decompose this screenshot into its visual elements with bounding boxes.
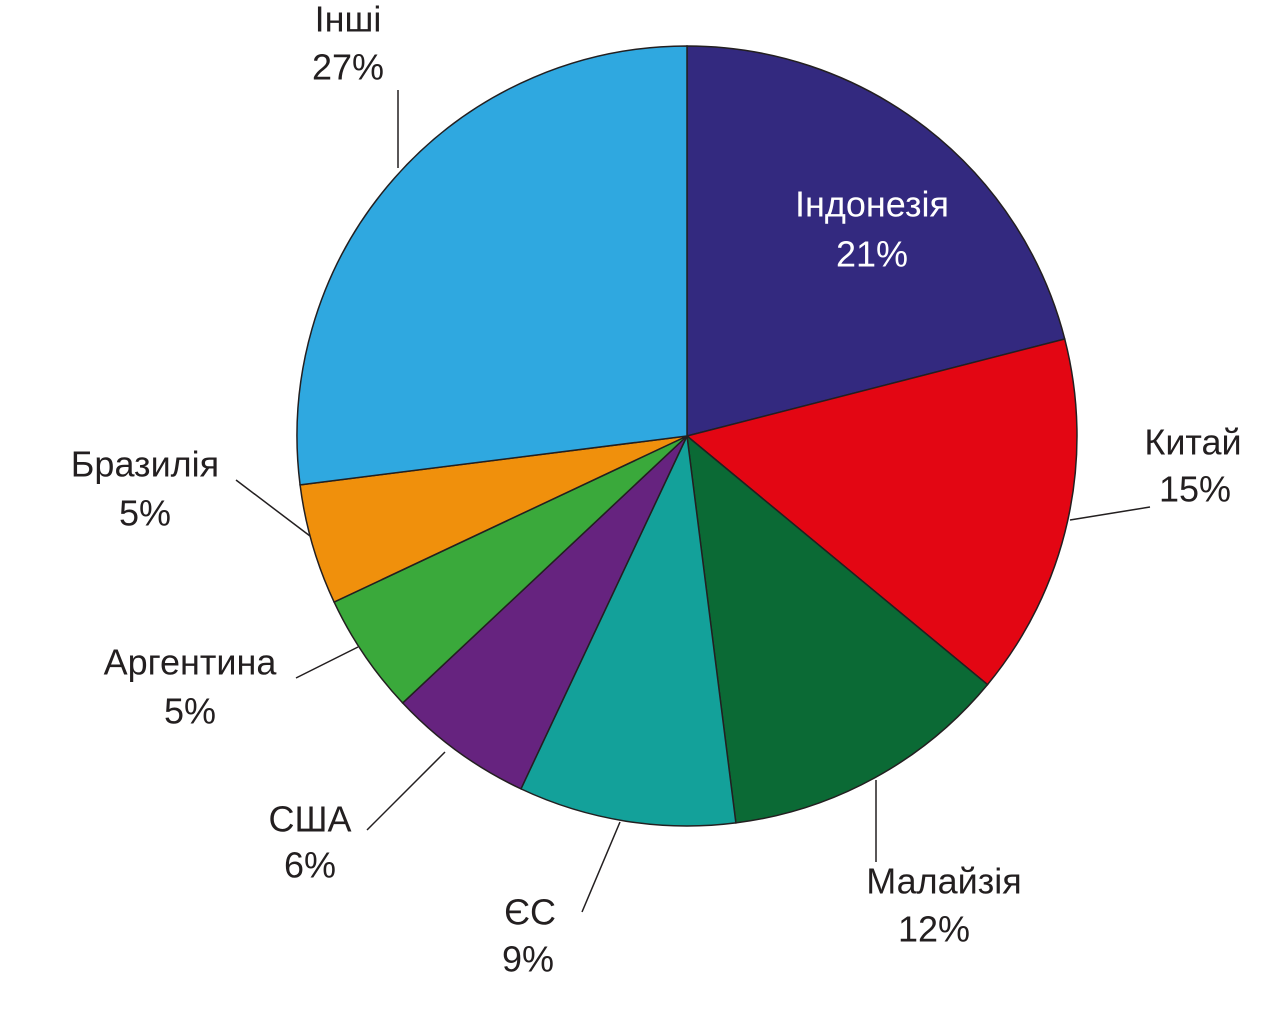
value-label: 27% bbox=[312, 47, 384, 88]
slice-label: Китай bbox=[1144, 422, 1241, 463]
pie-slice bbox=[401, 435, 688, 790]
slice-label: Бразилія bbox=[71, 444, 219, 485]
value-label: 5% bbox=[119, 493, 171, 534]
value-label: 5% bbox=[164, 691, 216, 732]
value-label: 15% bbox=[1159, 469, 1231, 510]
leader-line bbox=[235, 479, 311, 537]
pie-slice bbox=[686, 45, 1066, 437]
pie-slice bbox=[686, 434, 989, 824]
slice-label: Аргентина bbox=[104, 642, 278, 683]
slice-label: Малайзія bbox=[866, 861, 1022, 902]
pie-slice bbox=[296, 45, 688, 486]
value-label: 6% bbox=[284, 845, 336, 886]
value-label: 9% bbox=[502, 939, 554, 980]
leader-line bbox=[1069, 506, 1151, 521]
slice-label: Індонезія bbox=[795, 184, 949, 225]
pie-slice bbox=[519, 433, 737, 827]
slice-label: Інші bbox=[315, 0, 382, 40]
leader-line bbox=[366, 751, 446, 831]
leader-line bbox=[295, 646, 359, 679]
slice-label: ЄС bbox=[504, 892, 556, 933]
pie-slice bbox=[685, 338, 1078, 686]
value-label: 21% bbox=[836, 234, 908, 275]
value-label: 12% bbox=[898, 909, 970, 950]
slice-label: США bbox=[268, 799, 351, 840]
leader-line bbox=[581, 821, 621, 913]
